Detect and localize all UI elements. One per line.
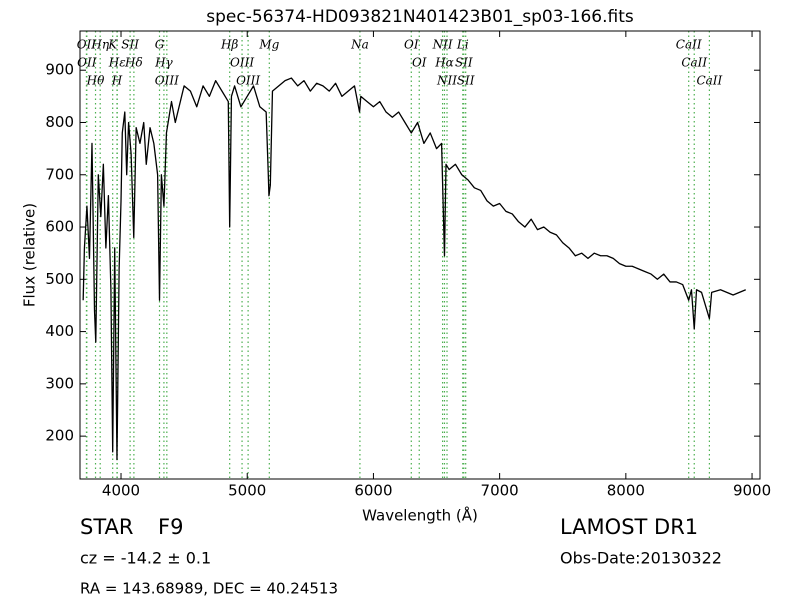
- spectral-line-label: SII: [121, 38, 139, 52]
- spectral-line-label: Mg: [258, 38, 279, 52]
- y-tick-label: 300: [45, 374, 74, 392]
- spectral-line-label: NII: [432, 38, 453, 52]
- x-tick-label: 8000: [607, 482, 645, 500]
- y-axis-label: Flux (relative): [21, 203, 39, 307]
- spectral-line-label: NII: [436, 74, 457, 88]
- plot-area: [82, 31, 746, 479]
- spectral-line-label: CaII: [696, 74, 722, 88]
- spectral-line-label: Hγ: [154, 56, 173, 70]
- y-tick-label: 900: [45, 61, 74, 79]
- x-tick-label: 4000: [102, 482, 140, 500]
- spectral-line-label: OIII: [230, 56, 254, 70]
- plot-frame: [79, 30, 761, 480]
- spectral-line-label: OI: [404, 38, 419, 52]
- spectral-line-label: Hη: [90, 38, 109, 52]
- x-tick-label: 5000: [228, 482, 266, 500]
- spectral-line-label: OI: [412, 56, 427, 70]
- spectral-line-label: Na: [350, 38, 369, 52]
- y-tick-label: 500: [45, 270, 74, 288]
- x-tick-label: 6000: [354, 482, 392, 500]
- coordinates: RA = 143.68989, DEC = 40.24513: [80, 580, 338, 598]
- y-tick-label: 400: [45, 322, 74, 340]
- spectral-line-label: Hα: [434, 56, 454, 70]
- spectrum-line: [82, 77, 746, 461]
- x-tick-label: 7000: [481, 482, 519, 500]
- spectral-line-label: OII: [77, 38, 97, 52]
- spectral-line-label: Hθ: [86, 74, 105, 88]
- spectral-line-label: OIII: [236, 74, 260, 88]
- subclass: F9: [158, 515, 183, 539]
- spectral-line-label: SII: [457, 74, 475, 88]
- spectral-line-label: Li: [456, 38, 469, 52]
- object-class: STAR: [80, 515, 133, 539]
- spectral-line-label: Hβ: [220, 38, 238, 52]
- y-tick-label: 800: [45, 113, 74, 131]
- y-tick-label: 200: [45, 427, 74, 445]
- chart-title: spec-56374-HD093821N401423B01_sp03-166.f…: [206, 7, 634, 27]
- spectral-line-label: Hδ: [124, 56, 143, 70]
- obs-date: Obs-Date:20130322: [560, 549, 722, 568]
- x-axis-label: Wavelength (Å): [362, 506, 478, 525]
- y-tick-label: 700: [45, 165, 74, 183]
- spectral-line-label: CaII: [676, 38, 702, 52]
- spectral-line-label: CaII: [681, 56, 707, 70]
- spectral-line-label: K: [107, 38, 118, 52]
- y-tick-label: 600: [45, 218, 74, 236]
- spectral-line-label: OII: [77, 56, 97, 70]
- spectral-line-label: SII: [455, 56, 473, 70]
- spectral-line-label: Hε: [108, 56, 126, 70]
- spectral-line-label: H: [111, 74, 123, 88]
- spectral-line-label: OIII: [155, 74, 179, 88]
- spectral-line-label: G: [155, 38, 165, 52]
- survey: LAMOST DR1: [560, 515, 698, 539]
- redshift: cz = -14.2 ± 0.1: [80, 549, 211, 568]
- x-tick-label: 9000: [733, 482, 771, 500]
